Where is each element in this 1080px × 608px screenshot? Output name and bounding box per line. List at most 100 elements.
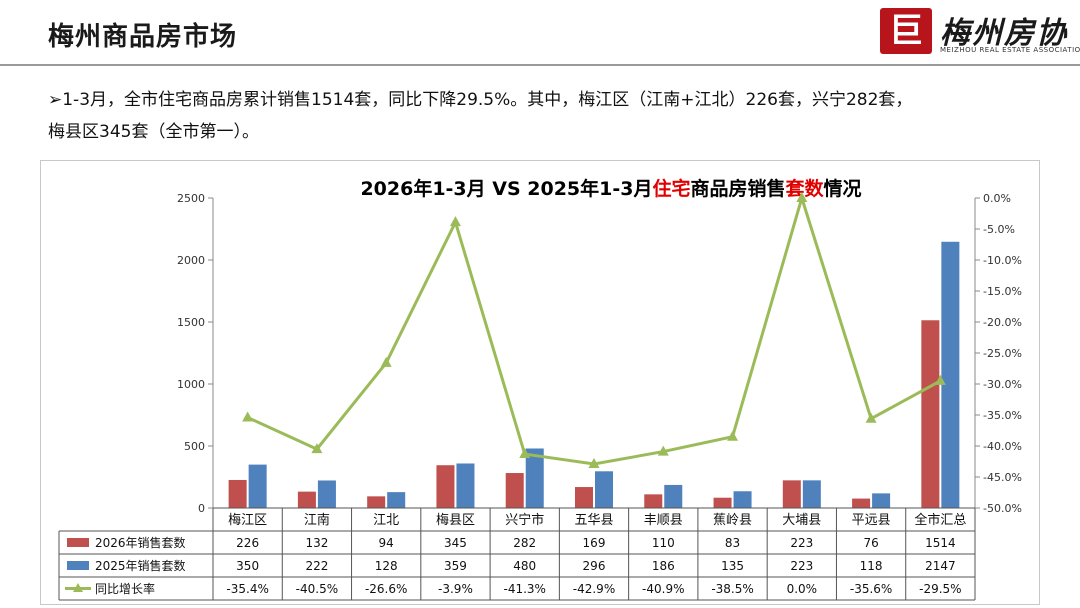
data-label: 1514	[925, 536, 956, 550]
data-label: 2147	[925, 559, 956, 573]
bar-2026	[367, 496, 386, 508]
logo: 巨 梅州房协 MEIZHOU REAL ESTATE ASSOCIATION	[878, 6, 1080, 58]
y2-tick-label: -45.0%	[983, 471, 1022, 484]
logo-text: 梅州房协	[940, 16, 1068, 51]
chart-title-part-0: 2026年1-3月 VS 2025年1-3月	[360, 177, 652, 200]
legend-key-1	[67, 561, 89, 570]
data-label: -35.6%	[850, 582, 892, 596]
bar-2026	[574, 487, 593, 508]
chart-title-part-1: 住宅	[652, 177, 690, 200]
data-label: 186	[652, 559, 675, 573]
page-header: 梅州商品房市场 巨 梅州房协 MEIZHOU REAL ESTATE ASSOC…	[0, 0, 1080, 66]
bar-2025	[317, 480, 336, 508]
category-label: 梅江区	[228, 513, 267, 528]
category-label: 蕉岭县	[713, 513, 752, 528]
logo-subtitle: MEIZHOU REAL ESTATE ASSOCIATION	[940, 46, 1080, 54]
data-label: 118	[860, 559, 883, 573]
y-tick-label: 2500	[177, 192, 205, 205]
header-divider	[0, 64, 1080, 66]
growth-rate-point	[934, 374, 946, 385]
legend-label: 2026年销售套数	[95, 535, 186, 550]
y2-tick-label: -40.0%	[983, 440, 1022, 453]
category-label: 五华县	[574, 513, 613, 528]
data-label: 110	[652, 536, 675, 550]
chart-container: 2026年1-3月 VS 2025年1-3月住宅商品房销售套数情况 0 500 100…	[40, 160, 1040, 605]
data-label: -40.9%	[642, 582, 684, 596]
data-label: 135	[721, 559, 744, 573]
data-label: 94	[379, 536, 394, 550]
y2-tick-label: -20.0%	[983, 316, 1022, 329]
legend-key-marker	[73, 583, 83, 592]
chart-title-part-3: 套数	[785, 177, 825, 200]
growth-rate-point	[657, 445, 669, 456]
logo-mark: 巨	[880, 8, 932, 54]
y-tick-label: 2000	[177, 254, 205, 267]
bar-2026	[228, 479, 247, 508]
growth-rate-point	[311, 443, 323, 454]
data-label: 350	[236, 559, 259, 573]
category-label: 丰顺县	[644, 513, 683, 528]
growth-rate-point	[727, 430, 739, 441]
data-label: 132	[305, 536, 328, 550]
data-label: -29.5%	[919, 582, 961, 596]
chart-title: 2026年1-3月 VS 2025年1-3月住宅商品房销售套数情况	[360, 177, 861, 200]
growth-rate-point	[519, 448, 531, 459]
category-label: 大埔县	[782, 513, 821, 528]
data-label: -38.5%	[711, 582, 753, 596]
growth-rate-point	[380, 356, 392, 367]
bar-2026	[782, 480, 801, 508]
data-label: -42.9%	[573, 582, 615, 596]
data-label: -41.3%	[504, 582, 546, 596]
data-label: 223	[790, 536, 813, 550]
category-label: 全市汇总	[914, 512, 966, 528]
bar-2025	[525, 448, 544, 508]
category-label: 梅县区	[436, 513, 475, 528]
category-label: 平远县	[852, 513, 891, 528]
data-label: 128	[375, 559, 398, 573]
bar-2026	[436, 465, 455, 508]
y2-tick-label: -50.0%	[983, 502, 1022, 515]
bar-2025	[456, 463, 475, 508]
growth-rate-line	[247, 192, 942, 466]
growth-rate-point	[588, 457, 600, 468]
data-label: 169	[583, 536, 606, 550]
bar-2026	[297, 491, 316, 508]
bar-2025	[595, 471, 614, 508]
growth-rate-point	[865, 412, 877, 423]
bar-2026	[644, 494, 663, 508]
bar-2025	[802, 480, 821, 508]
y-tick-label: 1000	[177, 378, 205, 391]
data-label: 83	[725, 536, 740, 550]
growth-rate-point	[449, 216, 461, 227]
data-label: -3.9%	[438, 582, 473, 596]
y2-tick-label: -15.0%	[983, 285, 1022, 298]
bar-2025	[941, 241, 960, 508]
data-label: -40.5%	[296, 582, 338, 596]
bar-2025	[387, 492, 406, 508]
data-label: 296	[583, 559, 606, 573]
data-label: 359	[444, 559, 467, 573]
data-label: 223	[790, 559, 813, 573]
y2-tick-label: -35.0%	[983, 409, 1022, 422]
summary-line-2: 梅县区345套（全市第一）。	[48, 122, 259, 142]
bar-2025	[248, 464, 267, 508]
category-label: 兴宁市	[505, 512, 544, 528]
bar-2025	[664, 484, 683, 508]
data-label: 0.0%	[787, 582, 818, 596]
bar-2026	[852, 498, 871, 508]
bar-2025	[733, 491, 752, 508]
chart-title-part-2: 商品房销售	[691, 177, 786, 200]
data-label: -35.4%	[226, 582, 268, 596]
growth-rate-point	[796, 192, 808, 202]
legend-label: 2025年销售套数	[95, 558, 186, 573]
data-label: 345	[444, 536, 467, 550]
data-label: 222	[305, 559, 328, 573]
data-label: -26.6%	[365, 582, 407, 596]
category-label: 江北	[373, 513, 399, 528]
page-title: 梅州商品房市场	[48, 22, 238, 52]
chart: 2026年1-3月 VS 2025年1-3月住宅商品房销售套数情况 0 500 100…	[58, 177, 1022, 601]
y2-tick-label: 0.0%	[983, 192, 1011, 205]
legend-key-0	[67, 538, 89, 547]
y-tick-label: 500	[184, 440, 205, 453]
bar-2026	[921, 320, 940, 508]
